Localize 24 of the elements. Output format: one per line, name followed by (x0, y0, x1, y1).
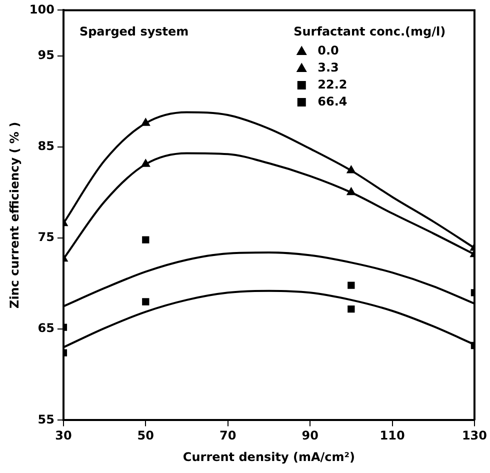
x-tick-label: 50 (137, 428, 154, 443)
y-tick-label: 75 (38, 230, 54, 244)
y-tick-label: 95 (38, 48, 54, 62)
x-axis-title: Current density (mA/cm²) (182, 450, 355, 464)
point (348, 305, 355, 313)
legend-title: Surfactant conc.(mg/l) (294, 24, 446, 38)
annotation: Sparged system (79, 24, 189, 38)
y-tick-label: 55 (38, 412, 54, 426)
y-tick-label: 100 (29, 2, 54, 16)
point (348, 282, 355, 289)
y-axis-title: Zinc current efficiency ( % ) (7, 122, 22, 309)
x-tick-label: 70 (220, 428, 236, 443)
point (142, 236, 150, 244)
x-tick-label: 130 (462, 428, 488, 443)
y-tick-label: 85 (38, 138, 54, 153)
legend-label: 0.0 (318, 43, 339, 58)
y-tick-label: 65 (38, 321, 54, 336)
x-tick-label: 90 (302, 428, 318, 443)
legend-label: 66.4 (318, 94, 348, 108)
x-tick-label: 30 (55, 428, 72, 443)
x-tick-label: 110 (380, 428, 405, 443)
point (142, 298, 150, 306)
legend-label: 3.3 (318, 60, 339, 74)
legend-label: 22.2 (318, 77, 348, 92)
